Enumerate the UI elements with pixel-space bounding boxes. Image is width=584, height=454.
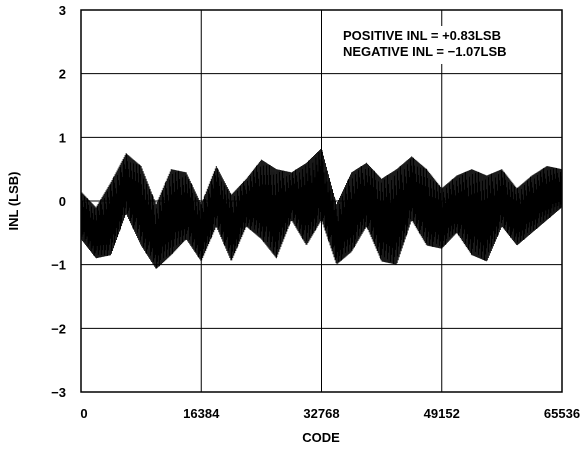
y-tick-label: −3 [51,385,66,400]
x-tick-label: 0 [80,406,87,421]
y-tick-label: −2 [51,321,66,336]
y-tick-labels: 3 2 1 0 −1 −2 −3 [51,3,66,400]
y-tick-label: 0 [59,194,66,209]
plot-frame [80,9,563,393]
annotation-box [337,26,553,64]
x-tick-label: 49152 [424,406,460,421]
x-tick-label: 65536 [544,406,580,421]
x-tick-labels: 0 16384 32768 49152 65536 [80,406,580,421]
y-tick-label: 2 [59,67,66,82]
negative-inl-annotation: NEGATIVE INL = −1.07LSB [343,44,507,59]
y-axis-title: INL (LSB) [6,172,21,231]
x-tick-label: 32768 [303,406,339,421]
x-axis-title: CODE [302,430,340,445]
y-tick-label: −1 [51,258,66,273]
y-tick-label: 1 [59,130,66,145]
positive-inl-annotation: POSITIVE INL = +0.83LSB [343,28,501,43]
x-tick-label: 16384 [183,406,220,421]
y-tick-label: 3 [59,3,66,18]
